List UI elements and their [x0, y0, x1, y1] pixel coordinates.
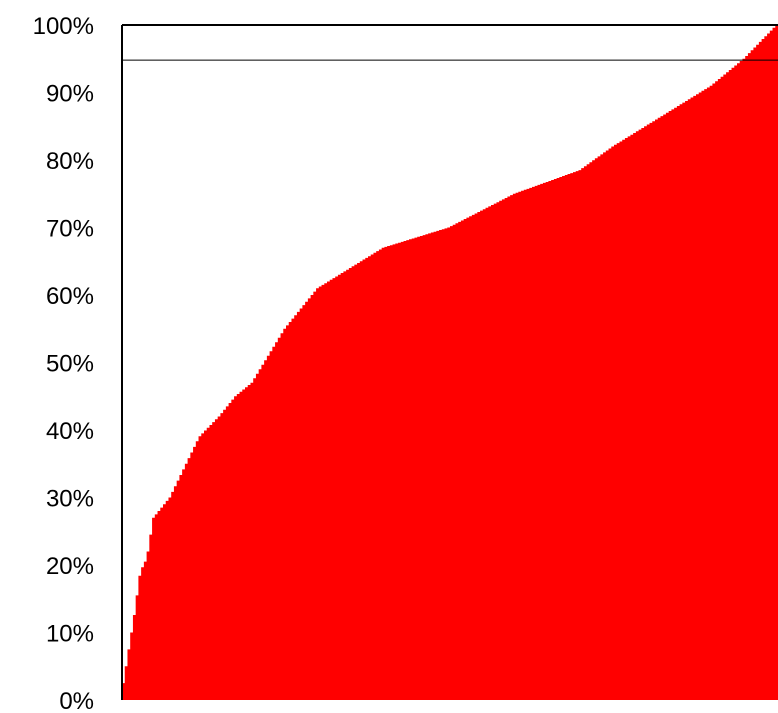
y-tick-label: 50%: [46, 351, 94, 378]
y-tick-label: 0%: [59, 688, 94, 713]
y-tick-label: 10%: [46, 621, 94, 648]
y-tick-label: 70%: [46, 216, 94, 243]
y-tick-label: 30%: [46, 486, 94, 513]
y-tick-label: 40%: [46, 418, 94, 445]
y-tick-label: 90%: [46, 81, 94, 108]
y-tick-label: 80%: [46, 148, 94, 175]
y-tick-label: 100%: [33, 13, 94, 40]
y-axis-tick-labels: 0% 10% 20% 30% 40% 50% 60% 70% 80% 90% 100%: [33, 13, 94, 713]
y-tick-label: 60%: [46, 283, 94, 310]
y-tick-label: 20%: [46, 553, 94, 580]
cumulative-area: [122, 25, 778, 700]
